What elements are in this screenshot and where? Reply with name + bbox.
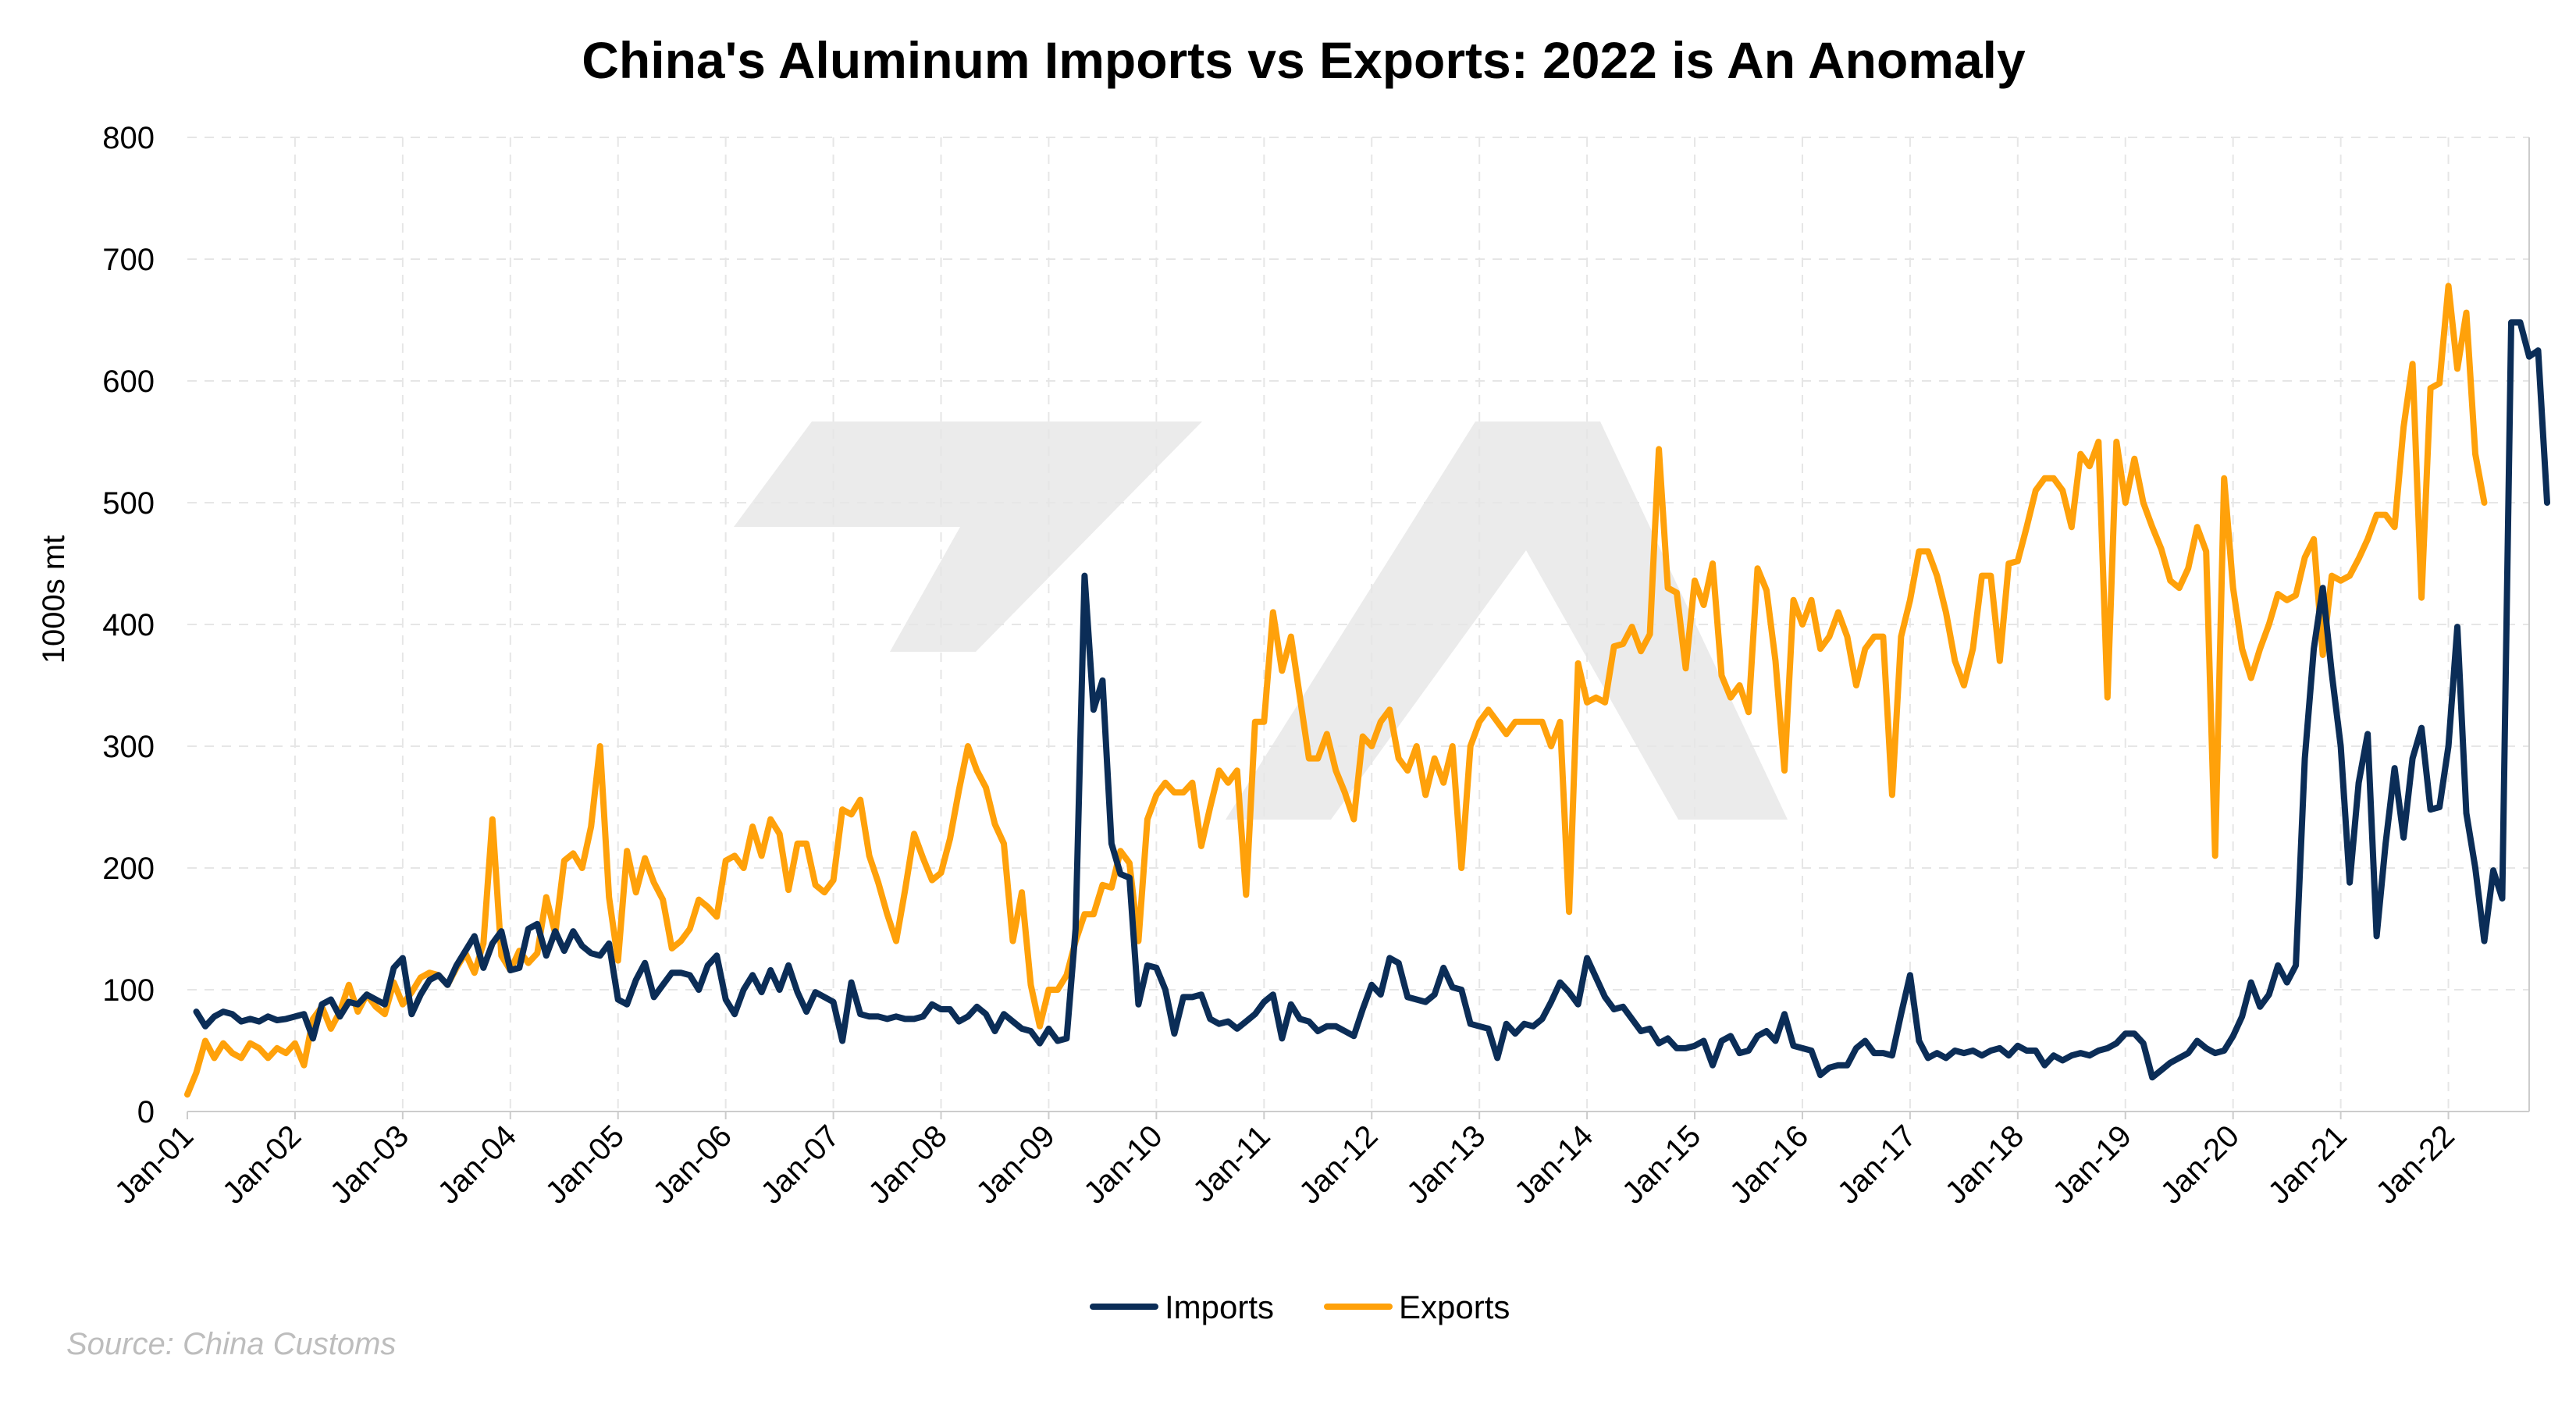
x-tick-label: Jan-14 — [1508, 1119, 1600, 1211]
x-tick-label: Jan-16 — [1724, 1119, 1816, 1211]
grid — [187, 137, 2529, 1112]
x-tick-label: Jan-09 — [970, 1119, 1062, 1211]
series-line-exports — [184, 283, 2488, 1098]
y-tick-label: 100 — [102, 973, 155, 1008]
y-axis-label: 1000s mt — [37, 535, 71, 664]
x-tick-label: Jan-15 — [1616, 1119, 1708, 1211]
legend-label-imports: Imports — [1165, 1289, 1274, 1325]
y-tick-label: 700 — [102, 243, 155, 277]
x-tick-label: Jan-21 — [2261, 1119, 2354, 1211]
y-tick-label: 400 — [102, 608, 155, 642]
x-tick-label: Jan-07 — [754, 1119, 846, 1211]
x-tick-label: Jan-19 — [2047, 1119, 2139, 1211]
x-tick-label: Jan-22 — [2369, 1119, 2461, 1211]
y-tick-label: 800 — [102, 121, 155, 155]
x-tick-label: Jan-02 — [216, 1119, 308, 1211]
y-tick-label: 200 — [102, 852, 155, 886]
x-tick-label: Jan-20 — [2154, 1119, 2246, 1211]
watermark-logo — [734, 422, 1788, 820]
x-tick-label: Jan-18 — [1939, 1119, 2031, 1211]
source-note: Source: China Customs — [66, 1327, 396, 1361]
y-tick-label: 300 — [102, 730, 155, 764]
x-tick-label: Jan-03 — [324, 1119, 416, 1211]
x-tick-label: Jan-10 — [1077, 1119, 1169, 1211]
x-tick-label: Jan-04 — [432, 1119, 524, 1211]
x-tick-label: Jan-17 — [1831, 1119, 1923, 1211]
x-tick-label: Jan-13 — [1400, 1119, 1493, 1211]
x-tick-label: Jan-06 — [646, 1119, 738, 1211]
x-tick-label: Jan-11 — [1187, 1119, 1277, 1209]
x-tick-label: Jan-01 — [109, 1119, 201, 1211]
chart-title: China's Aluminum Imports vs Exports: 202… — [582, 31, 2026, 89]
legend: Imports Exports — [1090, 1289, 1510, 1325]
series-line-imports — [193, 319, 2550, 1081]
x-tick-label: Jan-08 — [862, 1119, 954, 1211]
y-tick-label: 600 — [102, 365, 155, 399]
y-tick-label: 500 — [102, 486, 155, 521]
x-tick-label: Jan-05 — [539, 1119, 631, 1211]
y-tick-label: 0 — [137, 1095, 155, 1129]
x-tick-label: Jan-12 — [1293, 1119, 1385, 1211]
series — [184, 283, 2550, 1098]
legend-label-exports: Exports — [1399, 1289, 1510, 1325]
